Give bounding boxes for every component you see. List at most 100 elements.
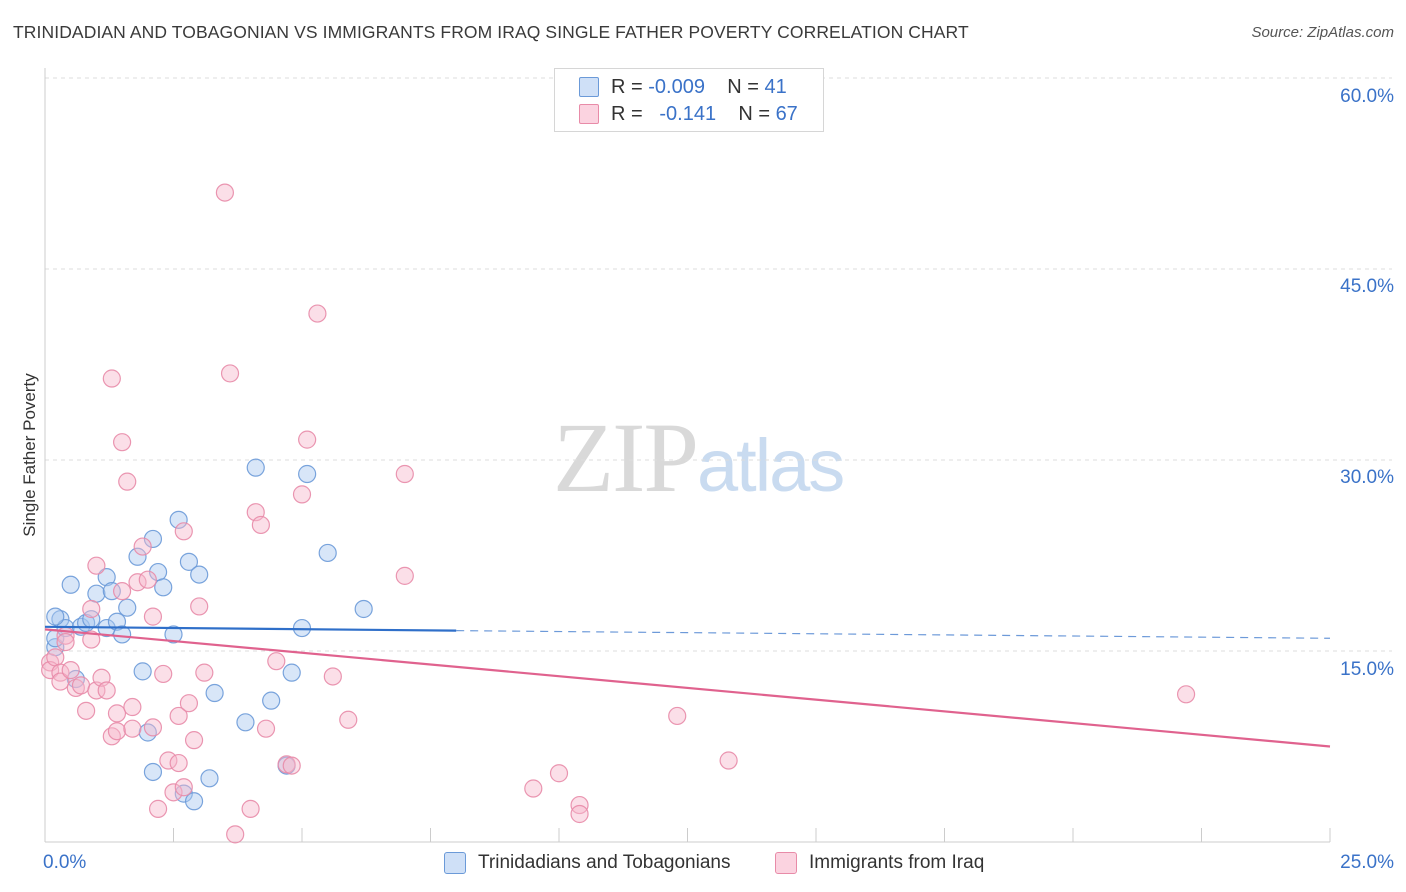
blue-swatch-icon [444, 852, 466, 874]
data-point-trinidadians [318, 543, 337, 563]
data-point-iraq [102, 369, 121, 388]
data-point-trinidadians [87, 584, 106, 603]
data-point-iraq [719, 751, 738, 770]
data-point-iraq [668, 706, 687, 726]
r-label: R = [611, 75, 643, 98]
data-point-iraq [174, 778, 193, 797]
y-tick-label-45: 45.0% [1340, 276, 1394, 297]
data-point-trinidadians [184, 792, 204, 811]
watermark: ZIPatlas [553, 400, 845, 515]
data-point-iraq [267, 652, 286, 671]
data-point-iraq [179, 694, 199, 713]
data-point-iraq [241, 799, 260, 818]
data-point-iraq [190, 597, 209, 616]
data-point-trinidadians [179, 552, 199, 571]
data-point-trinidadians [133, 662, 152, 681]
n-value: 67 [775, 102, 798, 125]
data-point-iraq [169, 706, 188, 726]
data-point-iraq [82, 630, 101, 649]
data-point-trinidadians [164, 625, 183, 644]
data-point-trinidadians [298, 464, 317, 484]
data-point-iraq [97, 681, 116, 700]
data-point-trinidadians [143, 762, 163, 782]
data-point-iraq [154, 664, 173, 684]
data-point-iraq [143, 607, 163, 626]
data-point-trinidadians [205, 683, 224, 703]
data-point-trinidadians [112, 625, 132, 644]
n-label: N = [738, 102, 770, 125]
data-point-iraq [339, 710, 358, 729]
x-tick-label-min: 0.0% [43, 852, 87, 873]
legend-item-trinidadians[interactable]: Trinidadians and Tobagonians [444, 852, 730, 874]
data-point-trinidadians [154, 578, 173, 597]
n-label: N = [727, 75, 759, 98]
legend-item-iraq[interactable]: Immigrants from Iraq [775, 852, 984, 874]
data-point-trinidadians [102, 582, 121, 601]
pink-swatch-icon [579, 104, 599, 124]
data-point-iraq [174, 522, 193, 541]
data-point-iraq [184, 731, 204, 750]
data-point-iraq [524, 779, 543, 798]
data-point-iraq [138, 570, 157, 589]
data-point-iraq [107, 722, 127, 741]
data-point-iraq [308, 304, 327, 323]
data-point-trinidadians [138, 723, 157, 742]
data-point-iraq [282, 756, 301, 775]
data-point-trinidadians [118, 598, 137, 617]
data-point-iraq [112, 582, 132, 601]
data-point-iraq [148, 799, 168, 818]
watermark-atlas: atlas [697, 424, 845, 507]
data-point-iraq [82, 599, 101, 619]
data-point-iraq [46, 648, 65, 667]
data-point-trinidadians [236, 713, 255, 732]
legend-label: Immigrants from Iraq [809, 852, 985, 873]
data-point-iraq [195, 663, 214, 682]
data-point-iraq [56, 632, 75, 652]
pink-swatch-icon [775, 852, 797, 874]
data-point-trinidadians [262, 691, 281, 710]
data-point-iraq [143, 718, 163, 737]
data-point-trinidadians [97, 568, 116, 587]
data-point-trinidadians [190, 565, 209, 584]
data-point-trinidadians [354, 599, 373, 619]
data-point-iraq [226, 825, 245, 844]
data-point-iraq [61, 660, 80, 680]
legend-row-pink: R = -0.141 N = 67 [579, 101, 798, 127]
trendline-trinidadians-extension [456, 630, 1331, 639]
data-point-iraq [87, 556, 106, 575]
data-point-iraq [112, 433, 132, 452]
data-point-trinidadians [46, 607, 65, 626]
source-label: Source: ZipAtlas.com [1251, 24, 1394, 41]
data-point-iraq [102, 727, 121, 746]
data-point-iraq [133, 537, 152, 556]
legend-row-blue: R = -0.009 N = 41 [579, 74, 787, 100]
legend-label: Trinidadians and Tobagonians [478, 852, 731, 873]
data-point-iraq [323, 667, 342, 686]
correlation-legend: R = -0.009 N = 41 R = -0.141 N = 67 [554, 68, 824, 132]
data-point-iraq [215, 183, 234, 202]
y-tick-label-30: 30.0% [1340, 467, 1394, 488]
data-point-trinidadians [282, 663, 301, 682]
r-value: -0.009 [648, 75, 705, 98]
data-point-iraq [298, 430, 317, 449]
n-value: 41 [764, 75, 787, 98]
data-point-trinidadians [246, 458, 265, 477]
data-point-trinidadians [200, 769, 219, 788]
r-label: R = [611, 102, 643, 125]
data-point-iraq [123, 697, 142, 717]
data-point-trinidadians [61, 575, 80, 594]
data-point-trinidadians [128, 547, 147, 566]
data-point-iraq [292, 485, 312, 504]
data-point-trinidadians [143, 529, 163, 549]
x-tick-label-max: 25.0% [1340, 852, 1394, 873]
blue-swatch-icon [579, 77, 599, 97]
y-tick-label-60: 60.0% [1340, 86, 1394, 107]
data-point-iraq [395, 566, 414, 585]
data-point-iraq [395, 464, 414, 484]
data-point-iraq [118, 472, 137, 491]
data-point-iraq [66, 678, 85, 698]
data-point-iraq [164, 783, 183, 802]
data-point-iraq [51, 672, 70, 691]
chart-title: TRINIDADIAN AND TOBAGONIAN VS IMMIGRANTS… [13, 22, 969, 42]
